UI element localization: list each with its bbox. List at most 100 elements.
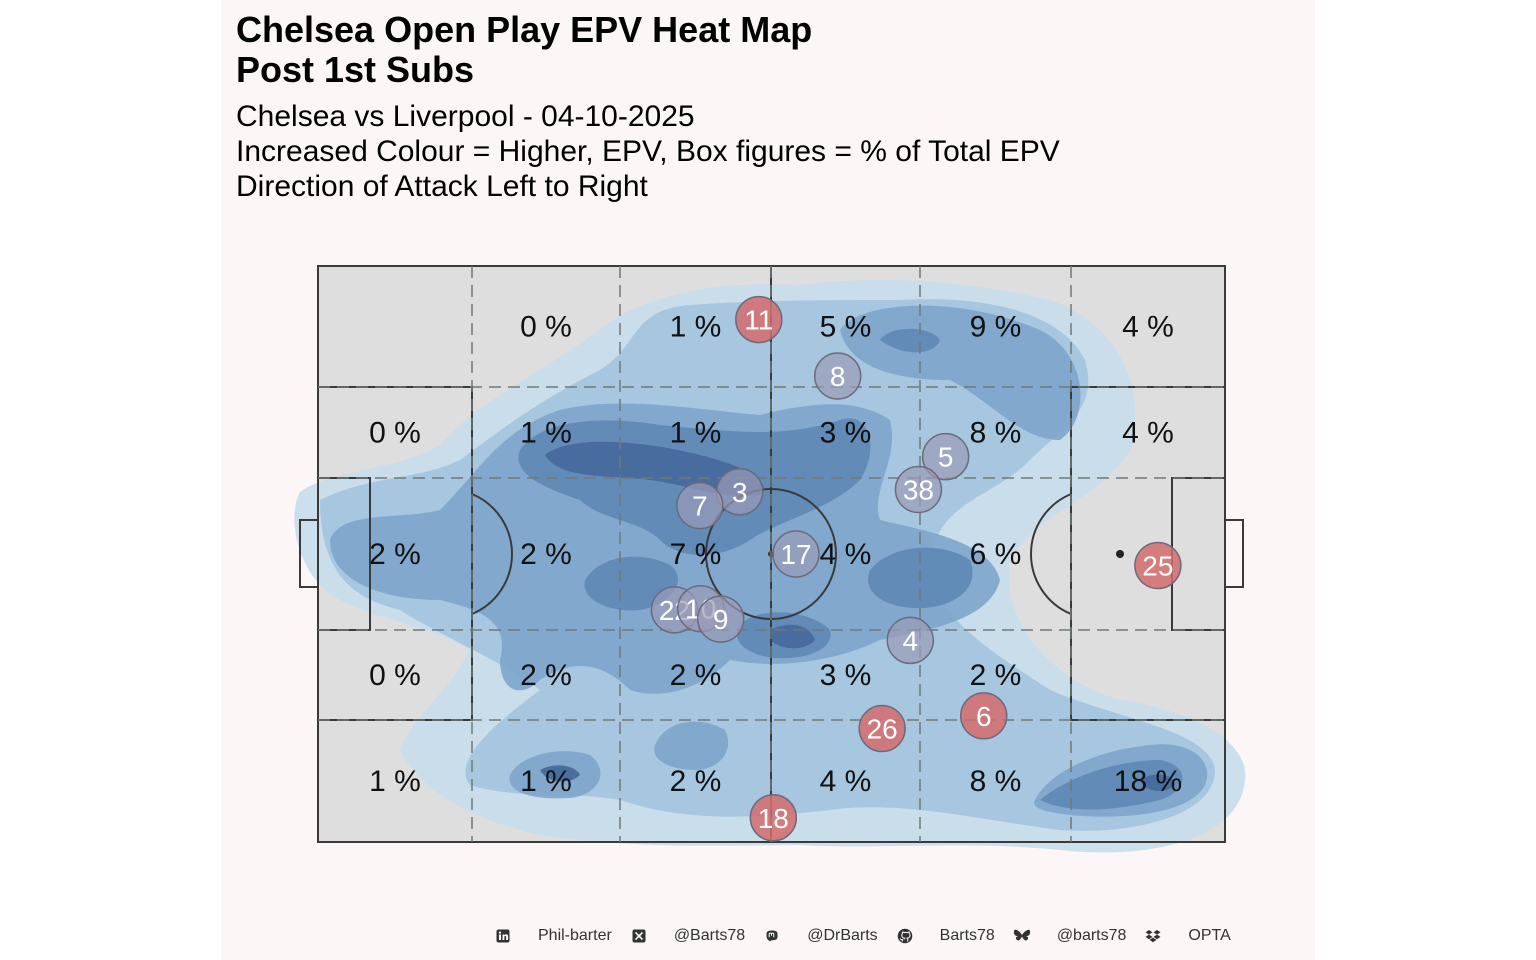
player-number-25: 25 <box>1142 551 1173 582</box>
heat-contour-13 <box>880 328 940 353</box>
player-markers: 11853837172522109462618 <box>650 295 1182 842</box>
player-marker-7: 7 <box>676 481 724 530</box>
x-icon <box>630 927 648 945</box>
player-number-5: 5 <box>938 442 954 473</box>
footer-item-mastodon: @DrBarts <box>763 927 895 945</box>
chart-subtitle: Chelsea vs Liverpool - 04-10-2025 Increa… <box>236 99 1060 204</box>
player-number-8: 8 <box>830 361 846 392</box>
footer-credits: Phil-barter @Barts78 @DrBarts Barts78 @b… <box>494 924 1249 948</box>
player-circle-8 <box>813 352 862 400</box>
player-marker-6: 6 <box>959 692 1008 740</box>
heat-contour-14 <box>545 441 764 497</box>
player-marker-11: 11 <box>735 295 783 344</box>
zone-label-r3-c1: 2 % <box>369 538 421 571</box>
player-marker-17: 17 <box>772 530 820 578</box>
player-marker-9: 9 <box>696 595 745 643</box>
zone-label-r5-c1: 1 % <box>369 765 421 798</box>
footer-item-x: @Barts78 <box>630 927 763 945</box>
player-number-9: 9 <box>713 604 729 635</box>
player-circle-17 <box>772 530 820 578</box>
chart-title: Chelsea Open Play EPV Heat Map Post 1st … <box>236 10 812 90</box>
footer-text-github: Barts78 <box>939 927 995 944</box>
zone-label-r1-c3: 1 % <box>670 311 722 344</box>
player-number-38: 38 <box>903 474 934 505</box>
github-icon <box>896 927 914 945</box>
right-penalty-arc <box>1030 493 1072 615</box>
mastodon-icon <box>763 927 781 945</box>
zone-label-r1-c6: 4 % <box>1122 311 1174 344</box>
heat-contour-7 <box>654 721 729 770</box>
player-number-18: 18 <box>758 803 789 834</box>
title-line-2: Post 1st Subs <box>236 49 475 90</box>
zone-label-r3-c4: 4 % <box>820 538 872 571</box>
zone-label-r1-c2: 0 % <box>520 311 572 344</box>
zone-label-r5-c2: 1 % <box>520 765 572 798</box>
player-marker-8: 8 <box>813 352 862 400</box>
zone-label-r5-c4: 4 % <box>820 765 872 798</box>
zone-label-r2-c1: 0 % <box>369 417 421 450</box>
zone-label-r4-c3: 2 % <box>670 659 722 692</box>
footer-item-bluesky: @barts78 <box>1013 927 1145 945</box>
zone-label-r2-c5: 8 % <box>970 417 1022 450</box>
subtitle-line-1: Chelsea vs Liverpool - 04-10-2025 <box>236 100 695 133</box>
subtitle-line-3: Direction of Attack Left to Right <box>236 170 648 203</box>
player-marker-4: 4 <box>886 616 935 665</box>
zone-label-r4-c4: 3 % <box>820 659 872 692</box>
player-marker-25: 25 <box>1134 541 1182 590</box>
player-number-3: 3 <box>732 477 748 508</box>
player-number-17: 17 <box>780 539 811 570</box>
player-circle-26 <box>858 704 906 753</box>
footer-text-mastodon: @DrBarts <box>807 927 878 944</box>
player-marker-5: 5 <box>921 432 970 481</box>
zone-label-r3-c5: 6 % <box>970 538 1022 571</box>
zone-label-r5-c5: 8 % <box>970 765 1022 798</box>
footer-text-linkedin: Phil-barter <box>538 927 612 944</box>
right-goal <box>1224 519 1244 588</box>
linkedin-icon <box>494 927 512 945</box>
player-circle-5 <box>921 432 970 481</box>
zone-label-r3-c2: 2 % <box>520 538 572 571</box>
zone-label-r4-c1: 0 % <box>369 659 421 692</box>
player-circle-9 <box>696 595 745 643</box>
title-line-1: Chelsea Open Play EPV Heat Map <box>236 9 813 50</box>
zone-label-r4-c2: 2 % <box>520 659 572 692</box>
player-number-26: 26 <box>867 714 898 745</box>
subtitle-line-2: Increased Colour = Higher, EPV, Box figu… <box>236 135 1060 168</box>
player-circle-7 <box>676 481 724 530</box>
left-goal <box>299 519 319 588</box>
player-number-6: 6 <box>976 701 992 732</box>
left-penalty-arc <box>471 493 513 615</box>
zone-label-r1-c5: 9 % <box>970 311 1022 344</box>
footer-text-x: @Barts78 <box>673 927 746 944</box>
player-circle-11 <box>735 295 783 344</box>
footer-item-dropbox: OPTA <box>1144 927 1248 945</box>
footer-text-dropbox: OPTA <box>1188 927 1231 944</box>
player-marker-18: 18 <box>749 794 798 842</box>
zone-label-r2-c2: 1 % <box>520 417 572 450</box>
dropbox-icon <box>1144 927 1162 945</box>
player-circle-38 <box>894 465 943 514</box>
zone-label-r2-c6: 4 % <box>1122 417 1174 450</box>
zone-labels: 0 % 1 % 5 % 9 % 4 % 0 % 1 % 1 % 3 % 8 % 4 % 2 % 2 % 7… <box>369 311 1182 799</box>
zone-label-r1-c4: 5 % <box>820 311 872 344</box>
player-number-4: 4 <box>902 625 918 656</box>
zone-grid-lines <box>318 266 1225 842</box>
player-marker-3: 3 <box>716 468 764 516</box>
zone-label-r4-c5: 2 % <box>970 659 1022 692</box>
zone-label-r2-c3: 1 % <box>670 417 722 450</box>
player-number-7: 7 <box>692 491 708 522</box>
player-circle-25 <box>1134 541 1182 590</box>
zone-label-r2-c4: 3 % <box>820 417 872 450</box>
heat-contour-17 <box>540 765 580 782</box>
zone-label-r3-c3: 7 % <box>670 538 722 571</box>
footer-text-bluesky: @barts78 <box>1056 927 1127 944</box>
player-marker-38: 38 <box>894 465 943 514</box>
heat-contour-16 <box>1140 774 1175 792</box>
player-marker-26: 26 <box>858 704 906 753</box>
player-number-11: 11 <box>744 305 773 336</box>
zone-label-r5-c3: 2 % <box>670 765 722 798</box>
footer-item-linkedin: Phil-barter <box>494 927 630 945</box>
bluesky-icon <box>1013 927 1031 945</box>
heat-contour-12 <box>1040 760 1183 810</box>
